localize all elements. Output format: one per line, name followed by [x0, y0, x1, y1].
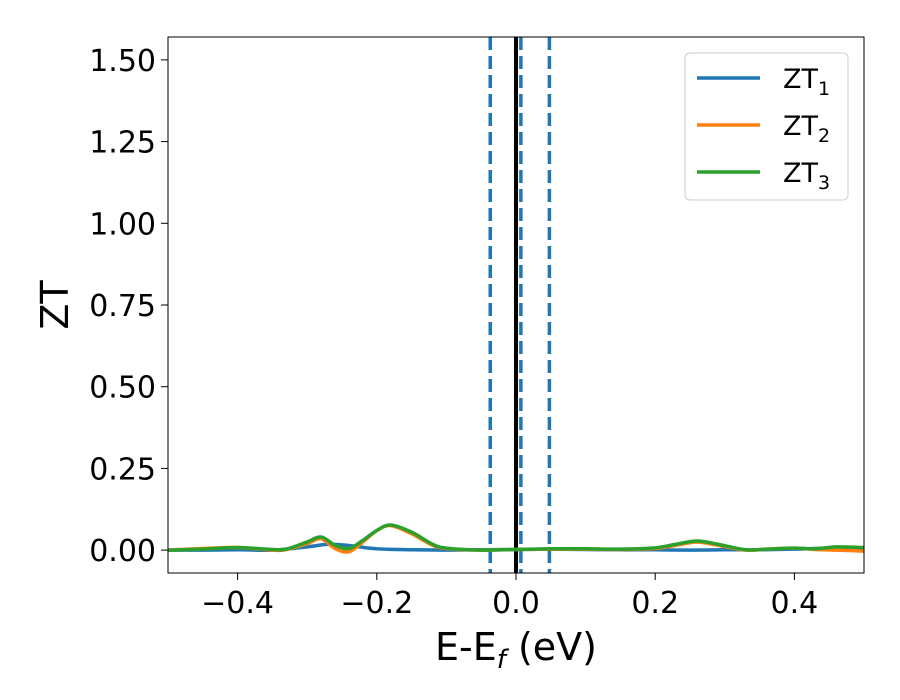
y-tick-label: 1.50 [89, 44, 156, 79]
legend: ZT1 ZT2 ZT3 [684, 52, 849, 201]
x-tick-label: 0.4 [771, 586, 819, 621]
y-axis-ticks: 0.00 0.25 0.50 0.75 1.00 1.25 1.50 [89, 44, 168, 569]
y-tick-label: 0.50 [89, 371, 156, 406]
x-tick-label: −0.4 [201, 586, 274, 621]
legend-label: ZT2 [783, 111, 830, 147]
x-tick-label: 0.2 [631, 586, 679, 621]
y-tick-label: 1.00 [89, 207, 156, 242]
y-axis-label: ZT [33, 280, 77, 330]
x-axis-ticks: −0.4 −0.2 0.0 0.2 0.4 [201, 573, 818, 621]
y-tick-label: 1.25 [89, 126, 156, 161]
legend-label: ZT1 [783, 64, 830, 100]
reference-lines [488, 37, 552, 573]
legend-label: ZT3 [783, 158, 830, 194]
legend-box [684, 52, 849, 201]
x-tick-label: 0.0 [492, 586, 540, 621]
x-tick-label: −0.2 [340, 586, 413, 621]
y-tick-label: 0.75 [89, 289, 156, 324]
series-line-zt3 [168, 523, 864, 552]
y-tick-label: 0.00 [89, 534, 156, 569]
x-axis-label: E-Ef (eV) [435, 625, 597, 675]
y-tick-label: 0.25 [89, 452, 156, 487]
series-group [168, 523, 864, 554]
